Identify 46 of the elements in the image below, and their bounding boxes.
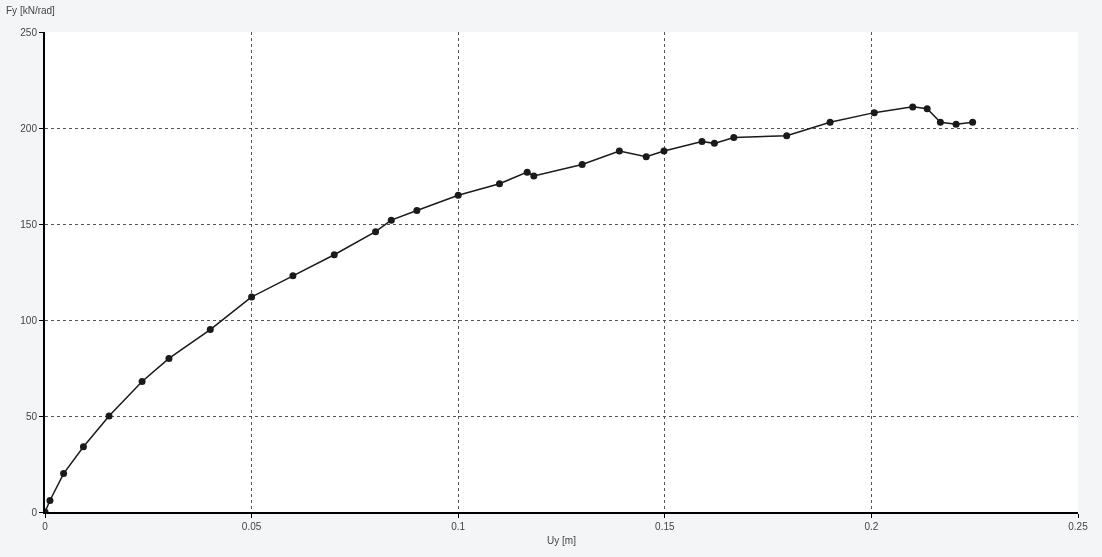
point: [969, 118, 977, 126]
point: [248, 293, 256, 301]
point: [60, 470, 68, 478]
point: [698, 137, 706, 145]
x-tick-label: 0: [42, 521, 49, 532]
point: [372, 228, 380, 236]
point: [330, 251, 338, 259]
point: [660, 147, 668, 155]
point: [615, 147, 623, 155]
y-tick-label: 50: [25, 410, 38, 422]
y-tick-label: 200: [20, 122, 38, 134]
x-tick-label: 0.2: [864, 521, 879, 532]
point: [496, 180, 504, 188]
point: [952, 120, 960, 128]
point: [936, 118, 944, 126]
y-tick-label: 250: [20, 26, 38, 38]
point: [79, 443, 87, 451]
point: [165, 354, 173, 362]
point: [46, 496, 54, 504]
point: [138, 377, 146, 385]
x-tick-label: 0.15: [655, 521, 675, 532]
y-tick-label: 0: [31, 506, 38, 518]
point: [783, 132, 791, 140]
x-axis-title: Uy [m]: [547, 535, 577, 546]
point: [710, 139, 718, 147]
y-tick-label: 100: [20, 314, 38, 326]
point: [642, 153, 650, 161]
x-tick-label: 0.05: [241, 521, 262, 532]
x-tick-label: 0.1: [451, 521, 466, 532]
point: [523, 168, 531, 176]
point: [730, 134, 738, 142]
y-axis-title: Fy [kN/rad]: [6, 5, 56, 16]
point: [105, 412, 113, 420]
point: [923, 105, 931, 113]
point: [454, 191, 462, 199]
point: [909, 103, 917, 111]
point: [870, 109, 878, 117]
point: [826, 118, 834, 126]
point: [413, 207, 421, 215]
point: [578, 160, 586, 168]
x-tick-label: 0.25: [1068, 521, 1089, 532]
point: [206, 326, 214, 334]
point: [289, 272, 297, 280]
point: [387, 216, 395, 224]
point: [530, 172, 538, 180]
y-tick-label: 150: [20, 218, 38, 230]
